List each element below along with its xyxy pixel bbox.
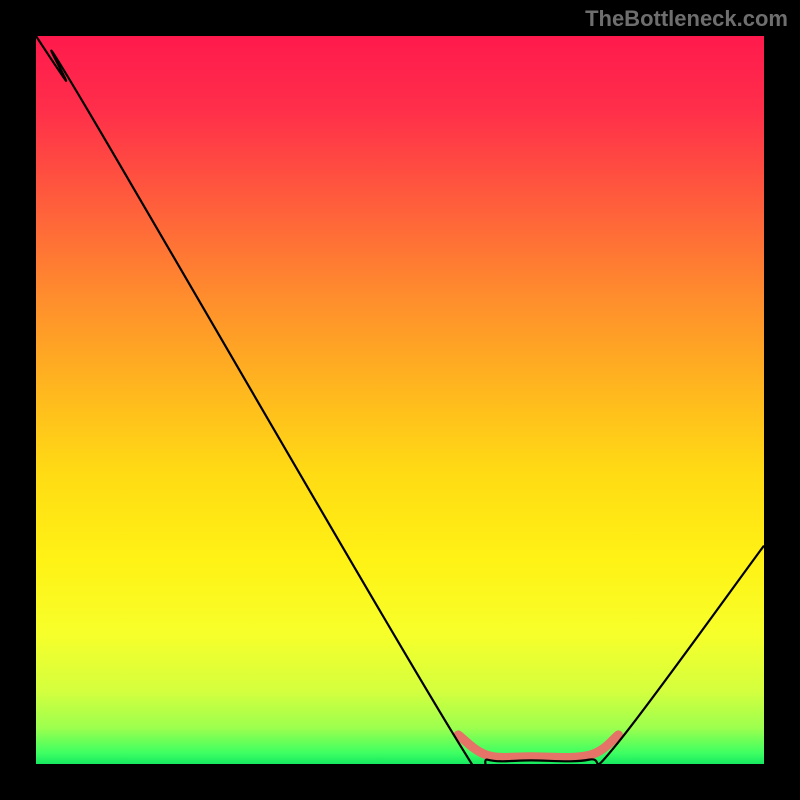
plot-area (36, 36, 764, 764)
watermark-text: TheBottleneck.com (585, 6, 788, 32)
chart-frame: TheBottleneck.com (0, 0, 800, 800)
chart-svg (36, 36, 764, 764)
gradient-background (36, 36, 764, 764)
